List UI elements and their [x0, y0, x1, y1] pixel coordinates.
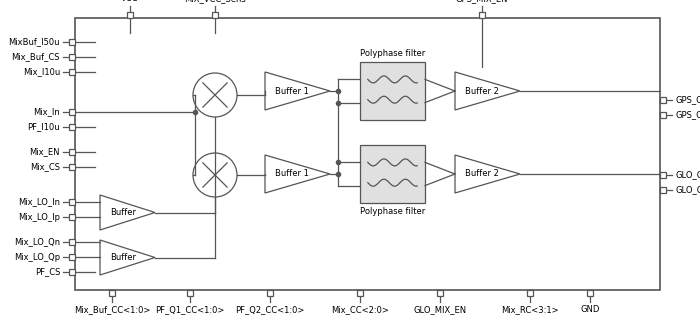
Bar [660, 97, 666, 103]
Text: PF_CS: PF_CS [34, 267, 60, 277]
Bar [527, 290, 533, 296]
Polygon shape [100, 240, 155, 275]
Bar [69, 269, 75, 275]
Bar [69, 149, 75, 155]
Bar [69, 39, 75, 45]
Circle shape [193, 73, 237, 117]
Text: Mix_LO_Qn: Mix_LO_Qn [14, 237, 60, 247]
Text: Polyphase filter: Polyphase filter [360, 49, 425, 58]
Polygon shape [100, 195, 155, 230]
Text: Mix_In: Mix_In [34, 108, 60, 116]
Bar [69, 54, 75, 60]
Bar [660, 172, 666, 178]
Bar [69, 199, 75, 205]
Text: PF_I10u: PF_I10u [27, 123, 60, 131]
Bar [109, 290, 115, 296]
Bar [357, 290, 363, 296]
Bar [69, 239, 75, 245]
Text: GLO_Out_IP: GLO_Out_IP [675, 185, 700, 195]
Bar [587, 290, 593, 296]
Bar [360, 62, 425, 120]
Polygon shape [265, 72, 330, 110]
Text: Buffer 1: Buffer 1 [275, 87, 309, 95]
Bar [187, 290, 193, 296]
Bar [69, 254, 75, 260]
Text: Buffer 2: Buffer 2 [466, 87, 499, 95]
Bar [360, 145, 425, 203]
Text: Mix_EN: Mix_EN [29, 147, 60, 157]
Polygon shape [455, 72, 520, 110]
Polygon shape [455, 155, 520, 193]
Text: PF_Q1_CC<1:0>: PF_Q1_CC<1:0> [155, 305, 225, 314]
Bar [127, 12, 133, 18]
Text: Mix_LO_Qp: Mix_LO_Qp [14, 252, 60, 262]
Text: Buffer: Buffer [110, 253, 136, 262]
Bar [479, 12, 485, 18]
Bar [75, 18, 660, 290]
Bar [69, 124, 75, 130]
Text: Mix_Buf_CC<1:0>: Mix_Buf_CC<1:0> [74, 305, 150, 314]
Text: MixBuf_I50u: MixBuf_I50u [8, 38, 60, 46]
Bar [69, 109, 75, 115]
Text: GPS_MIX_EN: GPS_MIX_EN [456, 0, 508, 3]
Text: GPS_Out_IP: GPS_Out_IP [675, 111, 700, 119]
Bar [267, 290, 273, 296]
Bar [69, 214, 75, 220]
Text: Buffer: Buffer [110, 208, 136, 217]
Bar [212, 12, 218, 18]
Text: GLO_MIX_EN: GLO_MIX_EN [414, 305, 467, 314]
Text: PF_Q2_CC<1:0>: PF_Q2_CC<1:0> [235, 305, 304, 314]
Text: Polyphase filter: Polyphase filter [360, 207, 425, 216]
Text: Buffer 1: Buffer 1 [275, 169, 309, 179]
Text: GND: GND [580, 305, 600, 314]
Text: Mix_LO_Ip: Mix_LO_Ip [18, 213, 60, 221]
Bar [69, 164, 75, 170]
Text: Mix_CC<2:0>: Mix_CC<2:0> [331, 305, 389, 314]
Text: Mix_RC<3:1>: Mix_RC<3:1> [501, 305, 559, 314]
Bar [437, 290, 443, 296]
Text: Mix_Buf_CS: Mix_Buf_CS [11, 53, 60, 61]
Text: GPS_Out_IN: GPS_Out_IN [675, 95, 700, 105]
Bar [69, 69, 75, 75]
Bar [660, 112, 666, 118]
Polygon shape [265, 155, 330, 193]
Text: VCC: VCC [121, 0, 139, 3]
Bar [660, 187, 666, 193]
Text: MIX_VCC_Sens: MIX_VCC_Sens [184, 0, 246, 3]
Text: Mix_LO_In: Mix_LO_In [18, 198, 60, 206]
Text: GLO_Out_IN: GLO_Out_IN [675, 170, 700, 180]
Text: Mix_I10u: Mix_I10u [22, 67, 60, 77]
Circle shape [193, 153, 237, 197]
Text: Buffer 2: Buffer 2 [466, 169, 499, 179]
Text: Mix_CS: Mix_CS [30, 163, 60, 171]
